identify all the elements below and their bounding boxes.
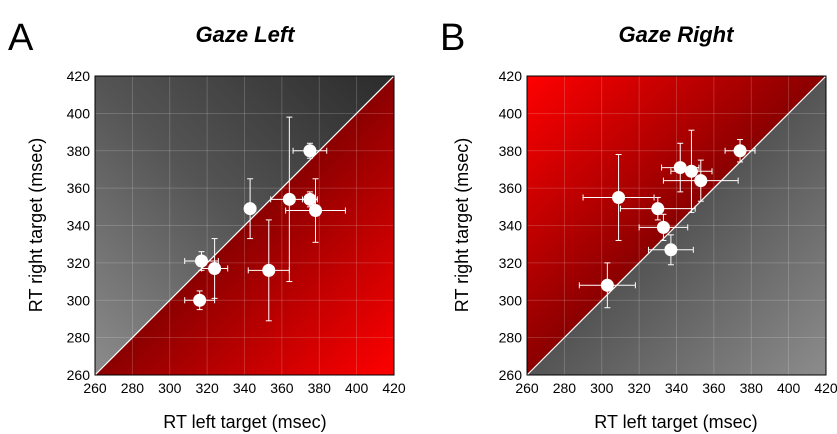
y-tick-label: 400 [499, 105, 523, 121]
data-point [292, 142, 328, 159]
x-tick-label: 300 [590, 380, 614, 396]
data-point [670, 129, 713, 213]
x-tick-label: 360 [702, 380, 726, 396]
plot-frame [94, 75, 395, 376]
x-tick-labels: 260 280 300 320 340 360 380 400 420 [83, 380, 406, 396]
y-tick-label: 280 [499, 330, 523, 346]
data-point [647, 234, 694, 266]
data-points [578, 129, 756, 309]
chart-title: Gaze Left [195, 22, 296, 47]
x-tick-label: 300 [158, 380, 182, 396]
data-point [662, 159, 739, 202]
x-tick-labels: 260 280 300 320 340 360 380 400 420 [515, 380, 837, 396]
point-marker [656, 220, 670, 234]
point-marker [193, 293, 207, 307]
data-point [724, 139, 756, 163]
y-tick-label: 280 [67, 330, 91, 346]
data-point [285, 178, 346, 243]
y-tick-label: 380 [499, 143, 523, 159]
x-tick-label: 340 [233, 380, 257, 396]
diagonal-line [94, 75, 395, 376]
x-tick-label: 400 [777, 380, 801, 396]
plot-area: 260 280 300 320 340 360 380 400 420 260 280 300 320… [67, 68, 406, 396]
y-tick-label: 360 [67, 180, 91, 196]
y-tick-label: 260 [499, 367, 523, 383]
y-tick-label: 400 [67, 105, 91, 121]
point-marker [664, 243, 678, 257]
point-marker [243, 202, 257, 216]
data-point [201, 238, 229, 299]
point-marker [303, 144, 317, 158]
data-point [184, 290, 216, 311]
x-tick-label: 360 [270, 380, 294, 396]
x-tick-label: 320 [195, 380, 219, 396]
data-point [247, 219, 290, 322]
y-tick-label: 380 [67, 143, 91, 159]
point-marker [303, 192, 317, 206]
plot-area: 260 280 300 320 340 360 380 400 420 260 280 300 320… [499, 68, 837, 396]
y-axis-label: RT right target (msec) [26, 138, 46, 312]
x-tick-label: 420 [382, 380, 406, 396]
data-point [582, 153, 655, 241]
chart-title: Gaze Right [619, 22, 736, 47]
panel-letter: B [440, 17, 465, 59]
x-axis-label: RT left target (msec) [163, 412, 326, 432]
point-marker [733, 144, 747, 158]
data-point [270, 116, 309, 283]
diagonal-line [526, 75, 827, 376]
data-point [638, 213, 689, 241]
x-tick-label: 320 [627, 380, 651, 396]
x-tick-label: 260 [515, 380, 539, 396]
y-tick-label: 300 [499, 292, 523, 308]
y-tick-label: 420 [67, 68, 91, 84]
y-tick-label: 420 [499, 68, 523, 84]
y-tick-labels: 260 280 300 320 340 360 380 400 420 [499, 68, 523, 383]
plot-frame [526, 75, 827, 376]
x-tick-label: 420 [814, 380, 837, 396]
point-marker [282, 192, 296, 206]
x-tick-label: 380 [308, 380, 332, 396]
y-tick-labels: 260 280 300 320 340 360 380 400 420 [67, 68, 91, 383]
y-axis-label: RT right target (msec) [452, 138, 472, 312]
x-tick-label: 280 [553, 380, 577, 396]
point-marker [262, 263, 276, 277]
point-marker [600, 278, 614, 292]
point-marker [673, 161, 687, 175]
point-marker [309, 204, 323, 218]
y-tick-label: 300 [67, 292, 91, 308]
x-tick-label: 260 [83, 380, 107, 396]
point-marker [612, 190, 626, 204]
data-point [619, 196, 696, 221]
data-point [243, 178, 257, 240]
point-marker [651, 202, 665, 216]
panel-b: B Gaze Right 260 280 300 320 340 360 380 400 420… [440, 17, 837, 432]
x-axis-label: RT left target (msec) [594, 412, 757, 432]
y-tick-label: 260 [67, 367, 91, 383]
y-tick-label: 360 [499, 180, 523, 196]
panel-a: A Gaze Left 260 280 300 320 340 360 380 400 420 … [8, 17, 406, 432]
data-point [578, 262, 636, 309]
x-tick-label: 340 [665, 380, 689, 396]
panel-letter: A [8, 17, 34, 59]
point-marker [195, 254, 209, 268]
y-tick-label: 340 [67, 218, 91, 234]
point-marker [208, 261, 222, 275]
data-points [184, 116, 346, 322]
x-tick-label: 400 [345, 380, 369, 396]
y-tick-label: 340 [499, 218, 523, 234]
x-tick-label: 380 [740, 380, 764, 396]
y-tick-label: 320 [67, 255, 91, 271]
point-marker [684, 164, 698, 178]
y-tick-label: 320 [499, 255, 523, 271]
point-marker [694, 174, 708, 188]
x-tick-label: 280 [121, 380, 145, 396]
